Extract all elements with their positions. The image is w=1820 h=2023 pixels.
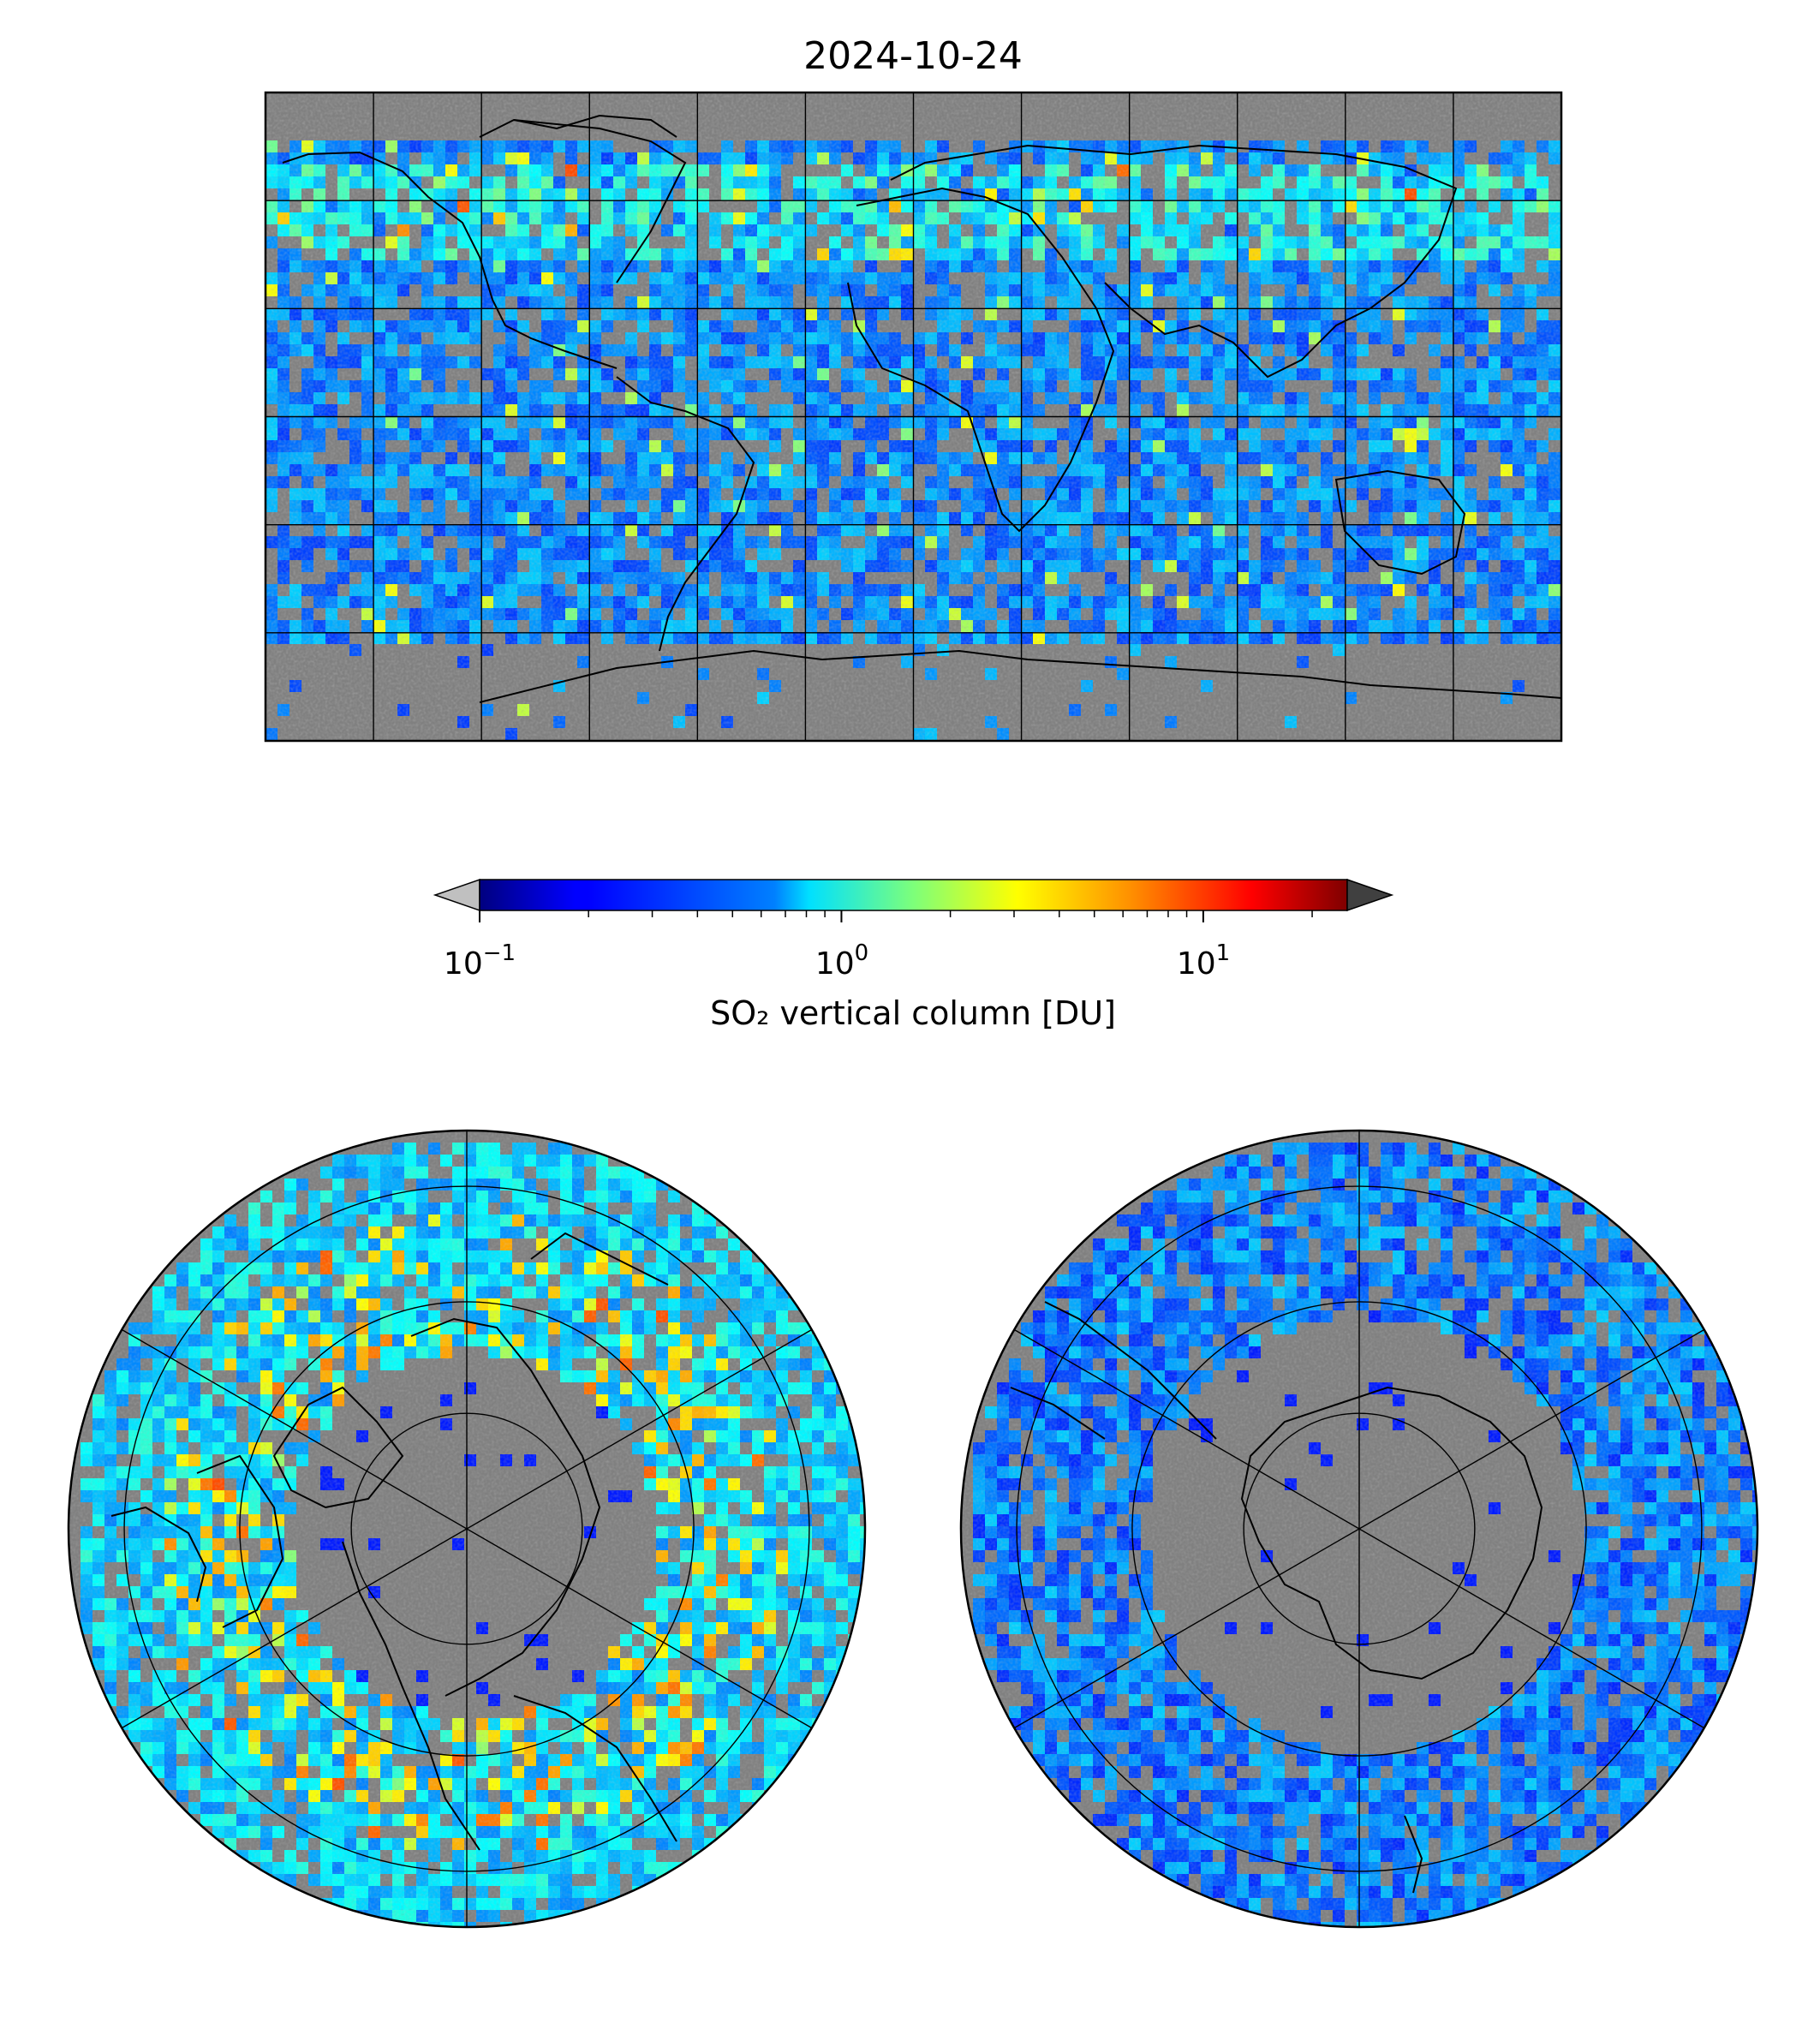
colorbar-label: SO₂ vertical column [DU] xyxy=(710,994,1116,1032)
global-gridlines xyxy=(266,92,1561,741)
colorbar-under-extension xyxy=(433,878,480,912)
north-polar-map xyxy=(69,1131,865,1927)
colorbar-tick-label-0: 10−1 xyxy=(444,940,516,982)
colorbar-over-extension xyxy=(1346,878,1394,912)
global-map-frame xyxy=(264,91,1563,743)
colorbar-tick-label-1: 100 xyxy=(815,940,868,982)
colorbar-ticks xyxy=(479,910,1313,922)
global-map xyxy=(266,92,1561,741)
colorbar: 10−1 100 101 SO₂ vertical column [DU] xyxy=(433,878,1394,1032)
colorbar-tick-label-2: 101 xyxy=(1177,940,1230,982)
global-coastlines xyxy=(282,114,1561,703)
colorbar-gradient xyxy=(479,879,1348,911)
figure-title: 2024-10-24 xyxy=(803,34,1023,78)
